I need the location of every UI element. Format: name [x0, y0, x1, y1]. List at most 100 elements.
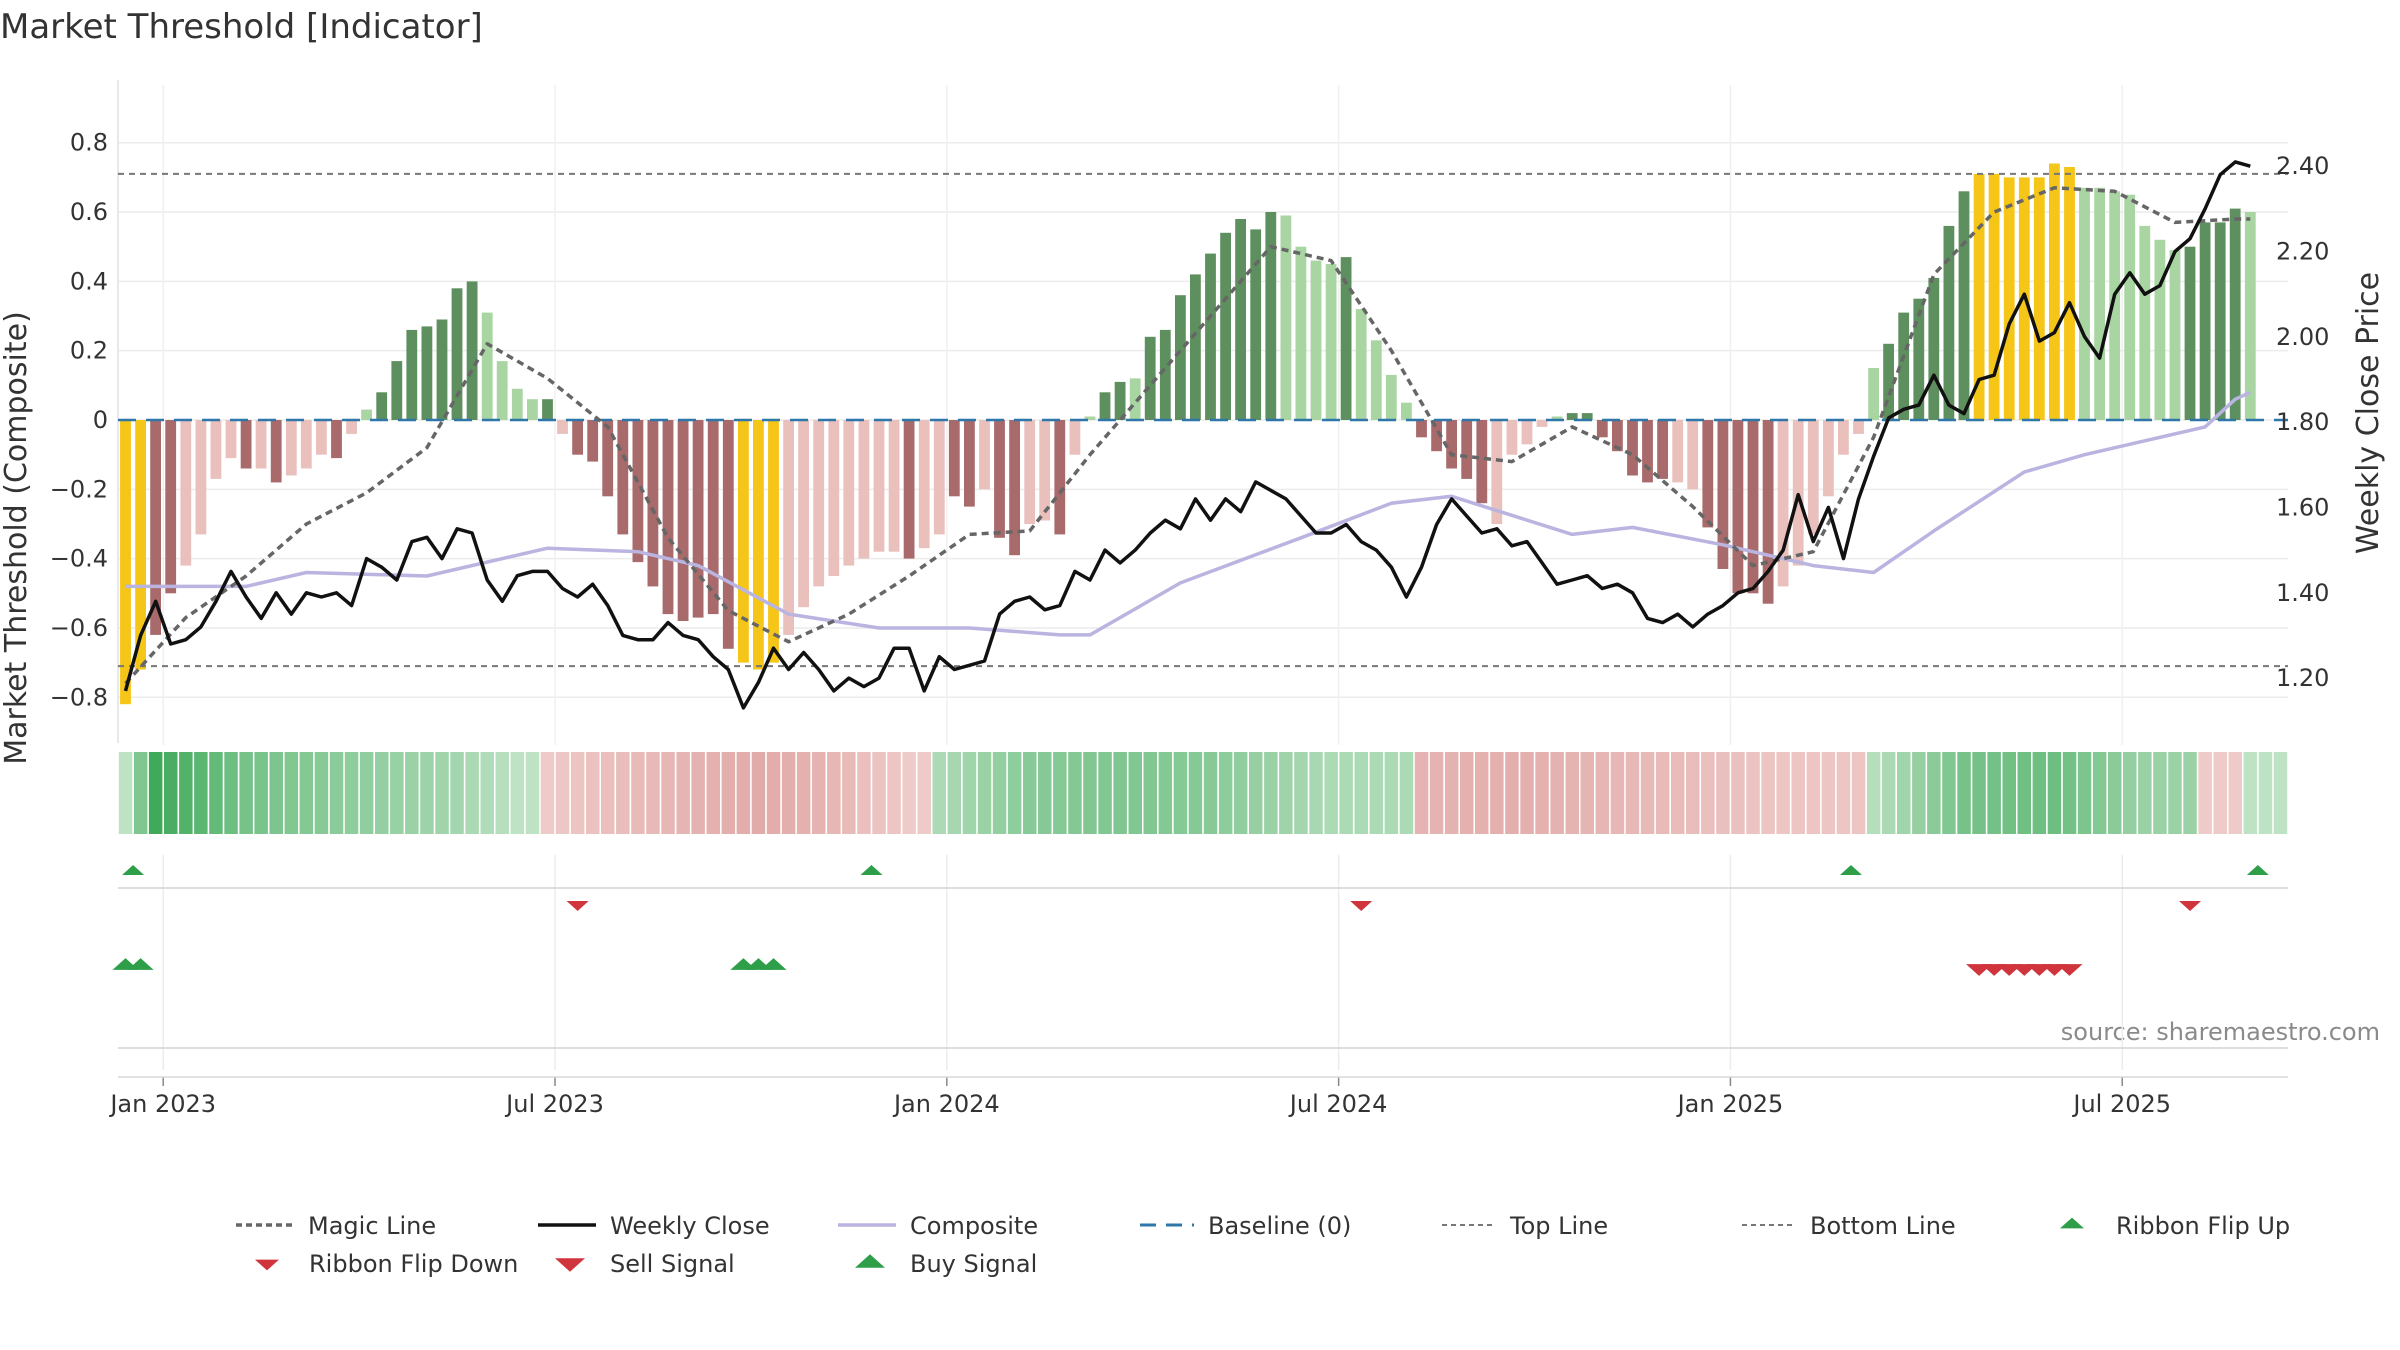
sell-signal-marker — [2056, 964, 2083, 976]
legend-swatch — [855, 1254, 885, 1268]
ribbon-flip-up-marker — [860, 865, 883, 875]
histogram-bar — [391, 361, 403, 420]
legend-label: Composite — [910, 1212, 1038, 1240]
ribbon-cell — [1866, 752, 1881, 834]
histogram-bar — [2244, 212, 2256, 420]
ribbon-cell — [1897, 752, 1911, 834]
histogram-bar — [677, 420, 689, 621]
ribbon-cell — [1912, 752, 1926, 834]
histogram-bar — [994, 420, 1005, 538]
histogram-bar — [376, 392, 388, 420]
histogram-bar — [1973, 173, 1985, 420]
histogram-bar — [858, 420, 870, 559]
histogram-bar — [1988, 173, 2000, 420]
histogram-bar — [1717, 420, 1729, 569]
ribbon-cell — [1053, 752, 1067, 834]
histogram-bar — [1853, 420, 1864, 434]
histogram-bar — [1084, 416, 1096, 420]
histogram-bar — [2003, 177, 2015, 420]
ribbon-cell — [1957, 752, 1971, 834]
x-tick-label: Jan 2025 — [1676, 1090, 1784, 1118]
ribbon-cell — [359, 752, 374, 834]
ribbon-cell — [631, 752, 645, 834]
signal-markers — [112, 865, 2288, 1272]
y2-tick-label: 1.40 — [2276, 579, 2329, 607]
ribbon-cell — [209, 752, 223, 834]
ribbon-flip-down-marker — [566, 901, 589, 911]
ribbon-cell — [224, 752, 238, 834]
legend-swatch — [255, 1259, 279, 1271]
histogram-bar — [1747, 420, 1759, 594]
ribbon-cell — [947, 752, 962, 834]
ribbon-cell — [2017, 752, 2031, 834]
ribbon-cell — [1625, 752, 1640, 834]
ribbon-cell — [1671, 752, 1685, 834]
ribbon-cell — [1324, 752, 1338, 834]
histogram-bar — [1310, 260, 1322, 420]
histogram-bar — [2169, 250, 2181, 420]
ribbon-cell — [842, 752, 856, 834]
ribbon-cell — [450, 752, 464, 834]
buy-signal-marker — [127, 958, 154, 970]
ribbon-cell — [887, 752, 901, 834]
histogram-bar — [1672, 420, 1684, 483]
ribbon-cell — [766, 752, 781, 834]
histogram-bar — [2154, 239, 2166, 420]
legend-label: Bottom Line — [1810, 1212, 1956, 1240]
histogram-bar — [331, 420, 342, 459]
ribbon-cell — [2047, 752, 2062, 834]
histogram-bar — [542, 399, 553, 420]
ribbon-cell — [1821, 752, 1836, 834]
ribbon-cell — [2092, 752, 2107, 834]
ribbon-cell — [2258, 752, 2273, 834]
histogram-bar — [948, 420, 960, 497]
histogram-bar — [1642, 420, 1653, 483]
ribbon-cell — [1279, 752, 1293, 834]
legend: Magic Line Weekly Close Composite Baseline … — [236, 1212, 2290, 1278]
ribbon-cell — [1987, 752, 2001, 834]
histogram-bar — [692, 420, 704, 618]
x-tick-label: Jul 2023 — [504, 1090, 604, 1118]
histogram-bar — [2139, 225, 2151, 420]
histogram-bar — [1340, 257, 1352, 420]
histogram-bar — [1431, 420, 1442, 452]
legend-label: Ribbon Flip Down — [309, 1250, 518, 1278]
ribbon-cell — [179, 752, 193, 834]
histogram-bar — [527, 399, 538, 420]
ribbon-cell — [1339, 752, 1353, 834]
y2-tick-label: 1.20 — [2276, 664, 2329, 692]
ribbon-cell — [1716, 752, 1730, 834]
histogram-bar — [1702, 420, 1714, 528]
histogram-bar — [2033, 177, 2045, 420]
ribbon-cell — [676, 752, 690, 834]
ribbon-cell — [1203, 752, 1218, 834]
ribbon-cell — [781, 752, 796, 834]
ribbon-cell — [329, 752, 344, 834]
histogram-bar — [587, 420, 599, 462]
y-tick-label: −0.8 — [50, 683, 108, 711]
ribbon-cell — [1384, 752, 1399, 834]
ribbon-cell — [812, 752, 826, 834]
histogram-bar — [843, 420, 855, 566]
histogram-bar — [1476, 420, 1488, 504]
histogram-bar — [1114, 381, 1126, 420]
histogram-bar — [813, 420, 825, 587]
histogram-bar — [511, 388, 523, 420]
y2-tick-label: 1.60 — [2276, 493, 2329, 521]
y-tick-label: 0.4 — [70, 267, 108, 295]
histogram-bar — [979, 420, 990, 490]
ribbon-cell — [1038, 752, 1052, 834]
histogram-bar — [1928, 277, 1940, 420]
histogram-bar — [1401, 402, 1412, 420]
ribbon-cell — [1746, 752, 1760, 834]
ribbon-cell — [992, 752, 1007, 834]
histogram-bar — [617, 420, 629, 535]
histogram-bar — [165, 420, 177, 594]
histogram-bar — [255, 420, 267, 469]
ribbon-cell — [1128, 752, 1142, 834]
histogram-bar — [707, 420, 719, 615]
ribbon-flip-up-marker — [2246, 865, 2269, 875]
ribbon-flip-up-marker — [1839, 865, 1862, 875]
